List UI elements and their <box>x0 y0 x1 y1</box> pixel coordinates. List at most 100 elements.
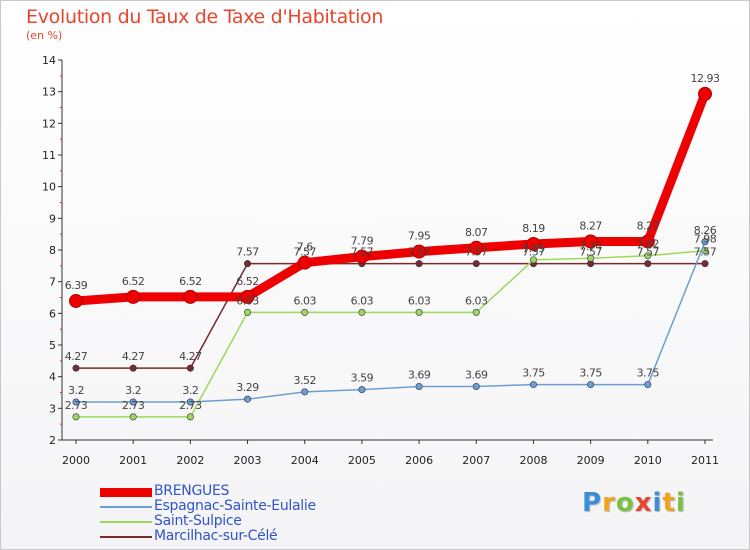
data-point-0 <box>240 289 255 304</box>
y-tick-label: 13 <box>42 86 56 99</box>
data-point-1 <box>701 238 709 246</box>
data-point-0 <box>583 234 598 249</box>
data-label-0: 8.07 <box>465 226 488 239</box>
data-label-3: 7.57 <box>408 246 431 259</box>
data-point-1 <box>587 381 595 389</box>
data-label-0: 8.19 <box>522 222 545 235</box>
y-tick-label: 9 <box>49 212 56 225</box>
legend-label: Marcilhac-sur-Célé <box>154 528 278 544</box>
x-tick-label: 2006 <box>405 454 433 467</box>
data-label-3: 7.57 <box>465 246 488 259</box>
data-point-2 <box>244 308 252 316</box>
x-tick-label: 2005 <box>348 454 376 467</box>
data-point-0 <box>469 240 484 255</box>
x-tick-label: 2001 <box>119 454 147 467</box>
data-label-1: 3.75 <box>522 367 545 380</box>
data-label-3: 7.57 <box>579 246 602 259</box>
data-label-1: 3.2 <box>125 384 141 397</box>
legend-label: BRENGUES <box>154 483 230 499</box>
y-tick-label: 12 <box>42 117 56 130</box>
logo-letter: i <box>652 488 663 518</box>
y-tick-label: 7 <box>49 276 56 289</box>
data-point-2 <box>301 308 309 316</box>
y-tick-label: 4 <box>49 371 56 384</box>
series-line-0 <box>75 92 710 306</box>
data-point-0 <box>640 234 655 249</box>
data-label-2: 6.03 <box>293 294 316 307</box>
y-tick-label: 14 <box>42 54 56 67</box>
x-tick-label: 2008 <box>519 454 547 467</box>
data-point-3 <box>701 260 709 268</box>
data-label-2: 2.73 <box>179 399 202 412</box>
data-label-1: 3.59 <box>351 372 374 385</box>
data-label-3: 7.57 <box>694 246 717 259</box>
data-label-3: 7.57 <box>236 246 259 259</box>
y-axis-unit: (en %) <box>26 29 63 42</box>
proxiti-logo: Proxiti <box>582 488 686 518</box>
x-tick-label: 2003 <box>234 454 262 467</box>
data-point-0 <box>412 244 427 259</box>
data-point-2 <box>472 308 480 316</box>
data-label-1: 3.69 <box>465 368 488 381</box>
data-point-0 <box>126 289 141 304</box>
data-label-1: 3.75 <box>579 367 602 380</box>
data-label-0: 8.27 <box>637 219 660 232</box>
data-label-1: 3.2 <box>68 384 84 397</box>
x-tick-label: 2009 <box>577 454 605 467</box>
legend-item: BRENGUES <box>100 483 400 499</box>
data-point-2 <box>358 308 366 316</box>
legend-label: Espagnac-Sainte-Eulalie <box>154 498 316 514</box>
data-point-2 <box>587 254 595 262</box>
data-label-3: 7.57 <box>351 246 374 259</box>
data-point-3 <box>129 364 137 372</box>
data-label-3: 4.27 <box>122 350 145 363</box>
data-label-2: 7.82 <box>637 238 660 251</box>
data-point-3 <box>472 260 480 268</box>
data-label-2: 6.03 <box>236 294 259 307</box>
data-point-0 <box>354 249 369 264</box>
legend-item: Marcilhac-sur-Célé <box>100 528 400 544</box>
data-label-1: 3.75 <box>637 367 660 380</box>
data-point-2 <box>529 256 537 264</box>
data-label-2: 6.03 <box>465 294 488 307</box>
data-point-0 <box>526 236 541 251</box>
x-tick-label: 2010 <box>634 454 662 467</box>
legend-swatch <box>100 488 152 497</box>
data-label-3: 4.27 <box>179 350 202 363</box>
y-tick-label: 6 <box>49 307 56 320</box>
data-point-0 <box>69 293 83 308</box>
logo-letter: x <box>634 488 653 518</box>
legend-label: Saint-Sulpice <box>154 513 242 529</box>
x-tick-label: 2011 <box>691 454 719 467</box>
logo-letter: i <box>675 488 686 518</box>
y-tick-label: 2 <box>49 434 56 447</box>
data-label-2: 2.73 <box>65 399 88 412</box>
chart-title: Evolution du Taux de Taxe d'Habitation <box>26 6 384 28</box>
data-label-0: 12.93 <box>691 72 720 85</box>
data-label-3: 4.27 <box>65 350 88 363</box>
data-point-1 <box>415 382 423 390</box>
legend-swatch <box>100 536 152 538</box>
y-tick-label: 3 <box>49 402 56 415</box>
x-tick-label: 2000 <box>62 454 90 467</box>
logo-letter: r <box>602 488 616 518</box>
y-tick-label: 8 <box>49 244 56 257</box>
series-line-2 <box>76 249 706 418</box>
data-point-3 <box>186 364 194 372</box>
y-tick-label: 5 <box>49 339 56 352</box>
data-point-1 <box>129 398 137 406</box>
data-point-1 <box>244 395 252 403</box>
data-label-0: 7.95 <box>408 230 431 243</box>
data-point-3 <box>415 260 423 268</box>
data-label-2: 2.73 <box>122 399 145 412</box>
data-point-2 <box>186 413 194 421</box>
logo-letter: P <box>582 488 603 518</box>
data-label-0: 6.52 <box>179 275 202 288</box>
legend: BRENGUES Espagnac-Sainte-Eulalie Saint-Sul… <box>100 483 400 544</box>
data-label-1: 3.52 <box>293 374 316 387</box>
data-label-2: 7.74 <box>579 240 602 253</box>
data-point-2 <box>644 252 652 260</box>
data-label-2: 6.03 <box>351 294 374 307</box>
data-point-1 <box>72 398 80 406</box>
